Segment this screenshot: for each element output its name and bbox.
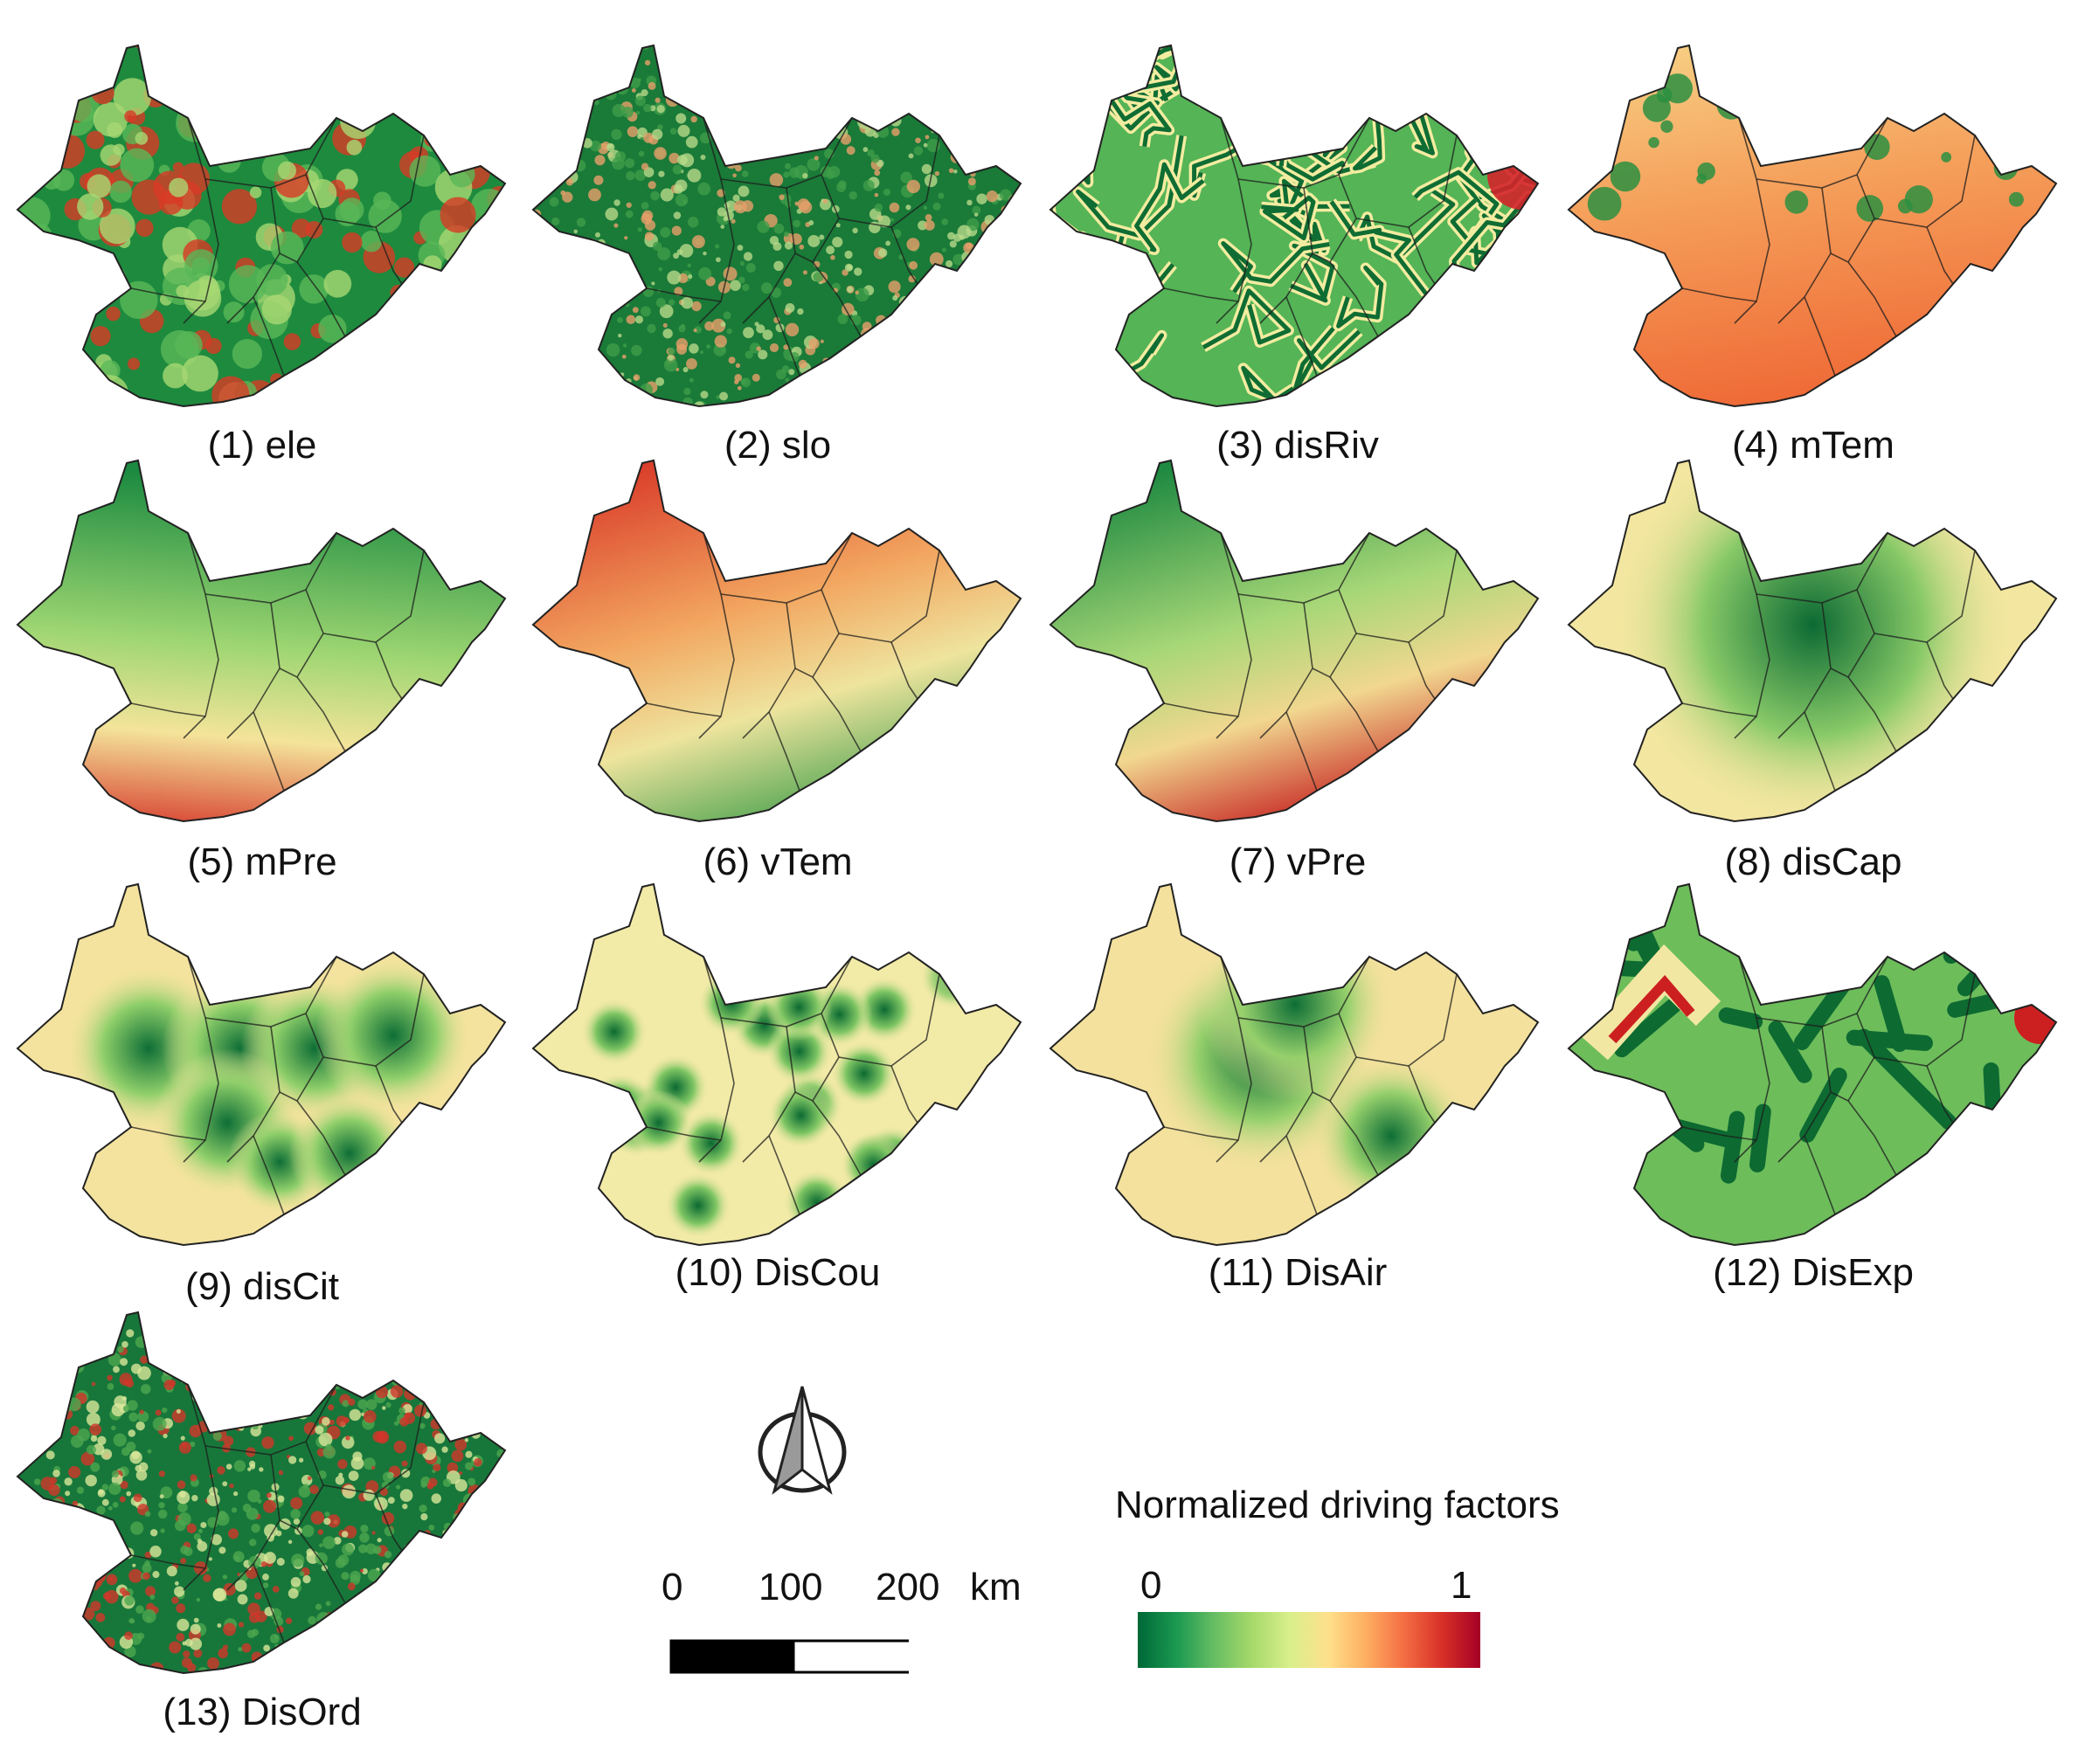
map-caption-4: (4) mTem [1732, 424, 1895, 467]
north-arrow-icon [750, 1382, 855, 1505]
map-panel-10 [524, 874, 1031, 1258]
map-panel-9 [9, 874, 516, 1258]
map-caption-8: (8) disCap [1724, 840, 1902, 883]
scale-bar: 0 100 200 km [647, 1566, 1040, 1679]
scale-label-200: 200 [876, 1566, 940, 1608]
map-caption-10: (10) DisCou [675, 1251, 881, 1294]
map-caption-7: (7) vPre [1229, 840, 1367, 883]
map-caption-9: (9) disCit [184, 1265, 340, 1308]
legend-title: Normalized driving factors [1115, 1484, 1560, 1526]
map-panel-6 [524, 450, 1031, 834]
map-caption-6: (6) vTem [703, 840, 853, 883]
map-caption-3: (3) disRiv [1216, 424, 1379, 467]
map-caption-12: (12) DisExp [1713, 1251, 1914, 1294]
map-panel-3 [1042, 35, 1548, 419]
scale-unit: km [970, 1566, 1022, 1608]
map-panel-12 [1560, 874, 2067, 1258]
map-panel-13 [9, 1302, 516, 1686]
map-panel-11 [1042, 874, 1548, 1258]
map-panel-5 [9, 450, 516, 834]
map-panel-8 [1560, 450, 2067, 834]
map-panel-4 [1560, 35, 2067, 419]
legend-max-label: 1 [1451, 1564, 1472, 1607]
scale-label-100: 100 [758, 1566, 823, 1608]
legend-min-label: 0 [1140, 1564, 1162, 1607]
scale-bar-graphic [669, 1639, 909, 1674]
map-panel-2 [524, 35, 1031, 419]
map-caption-2: (2) slo [724, 424, 832, 467]
scale-label-0: 0 [662, 1566, 683, 1608]
map-caption-11: (11) DisAir [1208, 1251, 1388, 1294]
map-panel-1 [9, 35, 516, 419]
map-caption-1: (1) ele [207, 424, 317, 467]
map-caption-13: (13) DisOrd [163, 1691, 362, 1733]
map-panel-7 [1042, 450, 1548, 834]
legend-color-ramp [1138, 1612, 1480, 1668]
map-caption-5: (5) mPre [187, 840, 337, 883]
